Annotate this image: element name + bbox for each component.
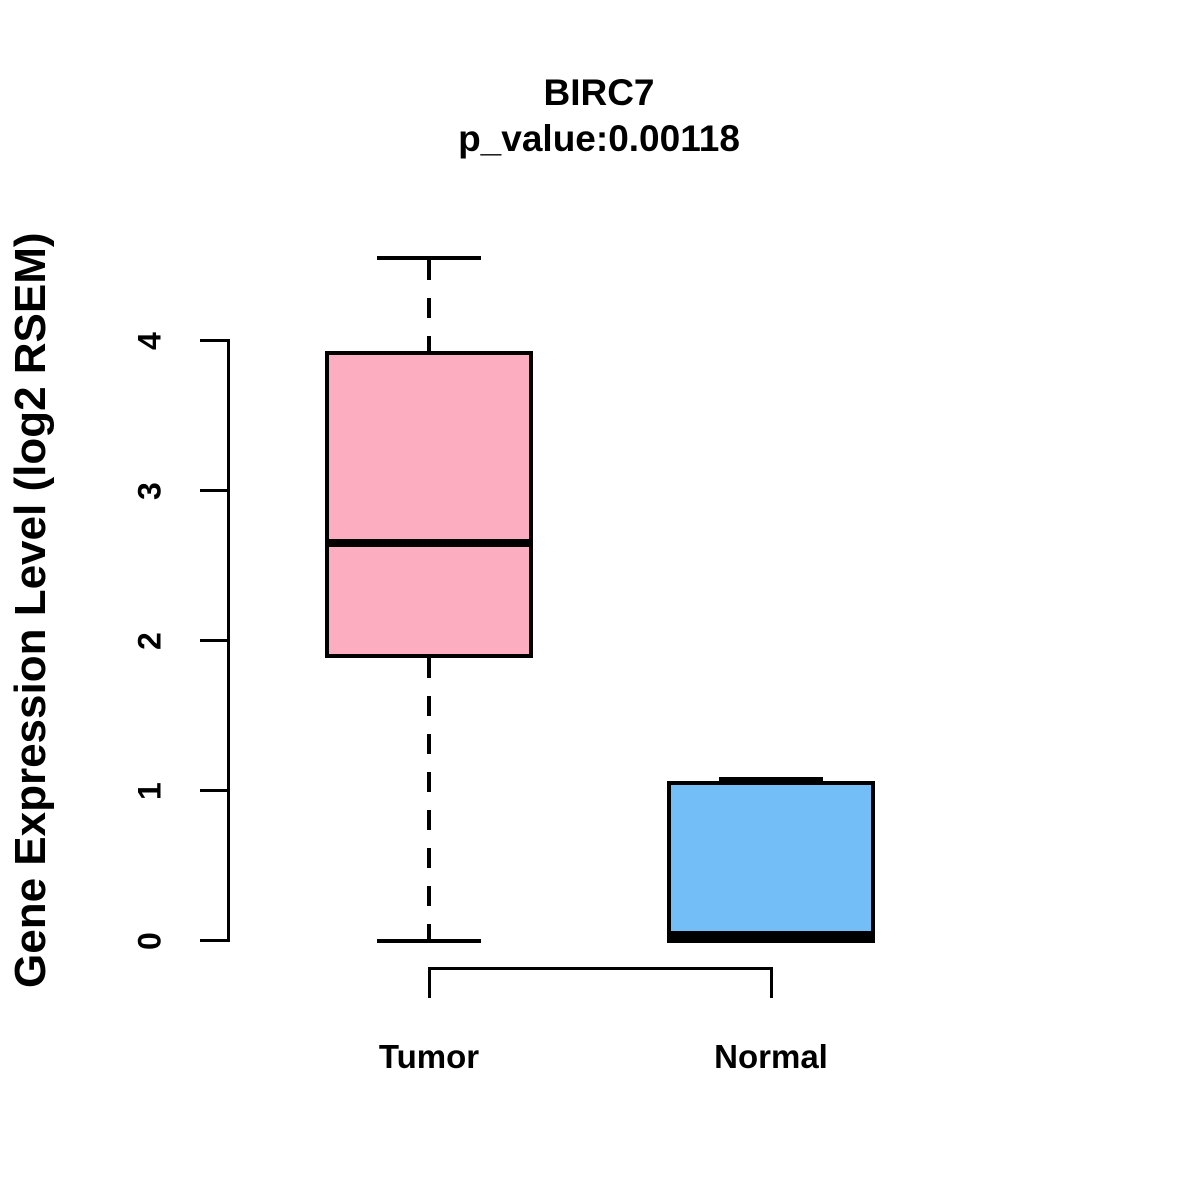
- normal-median-line: [671, 930, 871, 939]
- x-category-label-tumor: Tumor: [378, 1038, 480, 1075]
- y-tick-label-4: 4: [131, 331, 168, 350]
- chart-subtitle: p_value:0.00118: [458, 118, 740, 159]
- y-axis-tick: [200, 789, 228, 792]
- y-tick-label-1: 1: [131, 781, 168, 800]
- tumor-lower-whisker-line: [427, 657, 431, 939]
- tumor-median-line: [329, 539, 529, 547]
- y-axis-tick: [200, 489, 228, 492]
- y-axis-tick: [200, 639, 228, 642]
- tumor-box: [325, 350, 533, 658]
- y-axis-line: [227, 339, 230, 942]
- normal-box: [667, 781, 875, 943]
- group-bracket-horizontal: [427, 967, 773, 970]
- tumor-lower-whisker-cap: [377, 938, 481, 943]
- y-tick-label-3: 3: [131, 481, 168, 500]
- y-axis-tick: [200, 939, 228, 942]
- group-bracket-right-tick: [769, 967, 773, 998]
- y-tick-label-2: 2: [131, 631, 168, 650]
- tumor-upper-whisker-line: [427, 260, 431, 353]
- normal-upper-whisker-cap: [719, 776, 823, 781]
- y-tick-label-0: 0: [131, 931, 168, 950]
- tumor-upper-whisker-cap: [377, 256, 481, 260]
- x-category-label-normal: Normal: [714, 1038, 828, 1075]
- y-axis-tick: [200, 339, 228, 342]
- group-bracket-left-tick: [427, 967, 431, 998]
- chart-title: BIRC7: [543, 72, 655, 113]
